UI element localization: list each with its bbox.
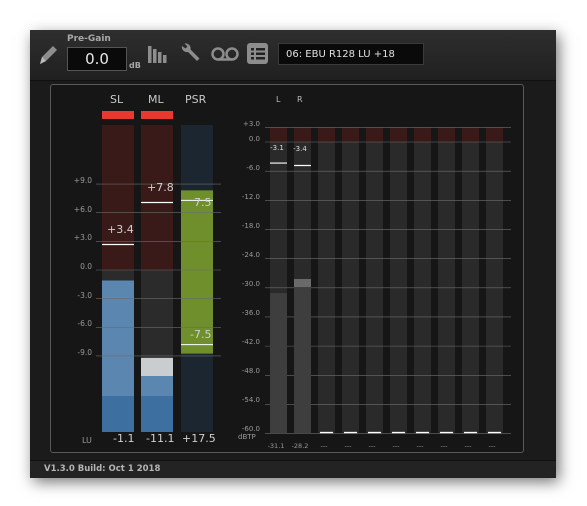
pregain-label: Pre-Gain (67, 34, 111, 44)
ml-bar-background-upper (141, 125, 173, 270)
lu-scale-tick: +6.0 (73, 205, 92, 214)
dbtp-scale-tick: -24.0 (241, 251, 260, 259)
peak-channel-over-zone (390, 127, 407, 142)
dbtp-scale-tick: -36.0 (241, 309, 260, 317)
lu-scale-tick: -6.0 (77, 319, 92, 328)
wrench-icon[interactable] (177, 40, 203, 68)
dbtp-scale-tick: -54.0 (241, 396, 260, 404)
dbtp-scale-tick: -6.0 (246, 164, 260, 172)
channel-r-label: R (297, 95, 303, 104)
l-value: -31.1 (267, 442, 285, 450)
inactive-channel-value: --- (344, 442, 352, 450)
lu-scale-tick: 0.0 (80, 262, 92, 271)
dbtp-unit-label: dBTP (238, 433, 256, 441)
sl-level-bar-base (102, 396, 134, 432)
psr-column-label: PSR (185, 93, 207, 106)
version-label: V1.3.0 Build: Oct 1 2018 (44, 464, 161, 474)
dbtp-scale-tick: +3.0 (243, 120, 260, 128)
inactive-channel-value: --- (392, 442, 400, 450)
inactive-channel-value: --- (488, 442, 496, 450)
peak-channel-over-zone (366, 127, 383, 142)
peak-channel-over-zone (270, 127, 287, 142)
sl-max-value: +3.4 (107, 223, 134, 236)
peak-channel-over-zone (318, 127, 335, 142)
meter-panel: SL ML PSR +9.0 +6.0 +3.0 0.0 -3.0 -6.0 -… (50, 84, 524, 453)
toolbar: Pre-Gain 0.0 dB 06: EBU R128 LU +18 (30, 30, 556, 81)
dbtp-scale-tick: -18.0 (241, 222, 260, 230)
inactive-channel-value: --- (464, 442, 472, 450)
l-max-value: -3.1 (270, 144, 284, 152)
l-level-bar (270, 293, 287, 434)
psr-bottom-value: -7.5 (190, 328, 212, 341)
dbtp-scale-tick: -60.0 (241, 425, 260, 433)
sl-overload-indicator (102, 111, 134, 119)
inactive-channel-value: --- (416, 442, 424, 450)
bar-meter-icon[interactable] (147, 40, 171, 68)
r-max-value: -3.4 (293, 145, 307, 153)
sl-column-label: SL (110, 93, 124, 106)
peak-channel-over-zone (414, 127, 431, 142)
sl-bar-background-upper (102, 125, 134, 270)
inactive-channel-value: --- (440, 442, 448, 450)
meter-graphics (96, 111, 511, 434)
meter-window: Pre-Gain 0.0 dB 06: EBU R128 LU +18 SL (30, 30, 556, 478)
pencil-icon[interactable] (37, 40, 59, 68)
preset-selector[interactable]: 06: EBU R128 LU +18 (278, 43, 424, 65)
inactive-channel-value: --- (320, 442, 328, 450)
peak-channel-over-zone (486, 127, 503, 142)
lu-scale-tick: -3.0 (77, 291, 92, 300)
sl-value: -1.1 (113, 432, 135, 445)
lu-scale-tick: +9.0 (73, 176, 92, 185)
tape-reel-icon[interactable] (210, 40, 240, 68)
peak-channel-over-zone (438, 127, 455, 142)
inactive-channel-value: --- (368, 442, 376, 450)
pregain-unit: dB (129, 61, 141, 70)
ml-overload-indicator (141, 111, 173, 119)
lu-scale-tick: -9.0 (77, 348, 92, 357)
list-icon[interactable] (246, 40, 270, 68)
ml-value: -11.1 (146, 432, 175, 445)
ml-level-bar-base (141, 396, 173, 432)
r-value: -28.2 (291, 442, 309, 450)
dbtp-scale-tick: -12.0 (241, 193, 260, 201)
dbtp-scale-tick: -42.0 (241, 338, 260, 346)
status-bar: V1.3.0 Build: Oct 1 2018 (30, 460, 556, 478)
ml-max-value: +7.8 (147, 181, 174, 194)
peak-channel-over-zone (342, 127, 359, 142)
psr-top-value: 7.5 (194, 196, 212, 209)
lu-unit-label: LU (82, 436, 92, 445)
lu-scale-tick: +3.0 (73, 233, 92, 242)
dbtp-scale-tick: 0.0 (248, 135, 260, 143)
dbtp-scale-tick: -30.0 (241, 280, 260, 288)
psr-value: +17.5 (182, 432, 216, 445)
r-peak-hold (294, 279, 311, 288)
channel-l-label: L (276, 95, 281, 104)
ml-column-label: ML (148, 93, 164, 106)
dbtp-scale-tick: -48.0 (241, 367, 260, 375)
pregain-input[interactable]: 0.0 (67, 47, 127, 71)
peak-channel-over-zone (462, 127, 479, 142)
psr-bar (181, 190, 213, 354)
peak-channel-over-zone (294, 127, 311, 142)
r-level-bar (294, 279, 311, 434)
